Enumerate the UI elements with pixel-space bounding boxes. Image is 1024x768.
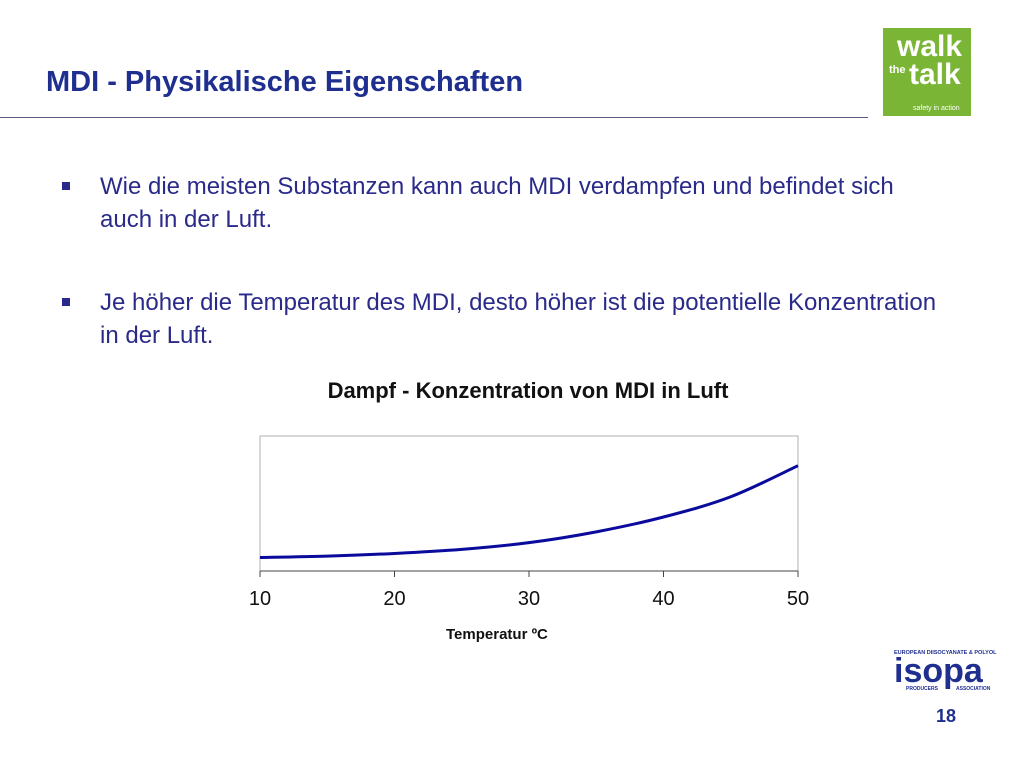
x-tick-label: 40 [652,588,674,610]
logo-word-the: the [889,64,906,76]
slide-title: MDI - Physikalische Eigenschaften [46,66,524,98]
bullet-item: Wie die meisten Substanzen kann auch MDI… [62,170,942,236]
isopa-line2b: ASSOCIATION [956,686,991,692]
bullet-list: Wie die meisten Substanzen kann auch MDI… [62,170,942,402]
logo-word-talk: talk [909,58,961,91]
title-divider [0,117,868,118]
walk-the-talk-logo: walk the talk safety in action [883,28,971,116]
x-tick-label: 30 [518,588,540,610]
square-bullet-icon [62,298,70,306]
series-line [259,464,799,559]
square-bullet-icon [62,182,70,190]
logo-word-walk: walk [896,30,962,63]
bullet-text: Wie die meisten Substanzen kann auch MDI… [100,173,894,233]
x-tick-label: 20 [383,588,405,610]
logo-tagline: safety in action [913,105,960,112]
chart-title: Dampf - Konzentration von MDI in Luft [327,378,729,403]
line-chart: 10 20 30 40 50 [249,435,809,610]
x-tick-label: 50 [787,588,809,610]
plot-area [259,435,799,572]
page-number: 18 [936,706,957,726]
isopa-wordmark: isopa [894,652,984,690]
x-axis-label: Temperatur ºC [446,626,548,643]
isopa-logo: EUROPEAN DIISOCYANATE & POLYOL isopa PRO… [892,646,1000,692]
isopa-line1: EUROPEAN DIISOCYANATE & POLYOL [894,650,997,656]
bullet-item: Je höher die Temperatur des MDI, desto h… [62,286,942,352]
x-tick-label: 10 [249,588,271,610]
isopa-line2a: PRODUCERS [906,686,939,692]
bullet-text: Je höher die Temperatur des MDI, desto h… [100,289,937,349]
